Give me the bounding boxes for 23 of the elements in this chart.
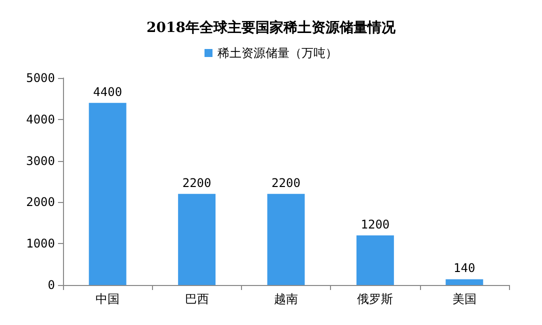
chart-title: 2018年全球主要国家稀土资源储量情况 [146,19,396,36]
data-label: 2200 [272,176,300,190]
x-tick-label: 越南 [274,292,298,306]
data-label: 140 [454,261,476,276]
bar [88,102,126,285]
x-tick-label: 美国 [452,292,476,306]
y-tick-label: 5000 [26,71,55,85]
data-label: 1200 [360,217,390,232]
y-tick-label: 3000 [26,154,55,168]
bar [267,194,305,285]
bar [356,235,394,285]
y-tick-label: 2000 [26,195,55,210]
x-tick-label: 中国 [96,292,120,306]
x-tick-label: 俄罗斯 [357,292,394,306]
bar [178,194,216,285]
x-tick-label: 巴西 [184,292,209,306]
data-label: 4400 [93,84,122,99]
legend-label: 稀土资源储量（万吨） [218,46,338,60]
data-label: 2200 [182,176,212,190]
y-tick-label: 0 [48,278,55,292]
y-tick-label: 1000 [26,236,55,251]
bar [446,279,484,285]
y-tick-label: 4000 [26,112,55,126]
